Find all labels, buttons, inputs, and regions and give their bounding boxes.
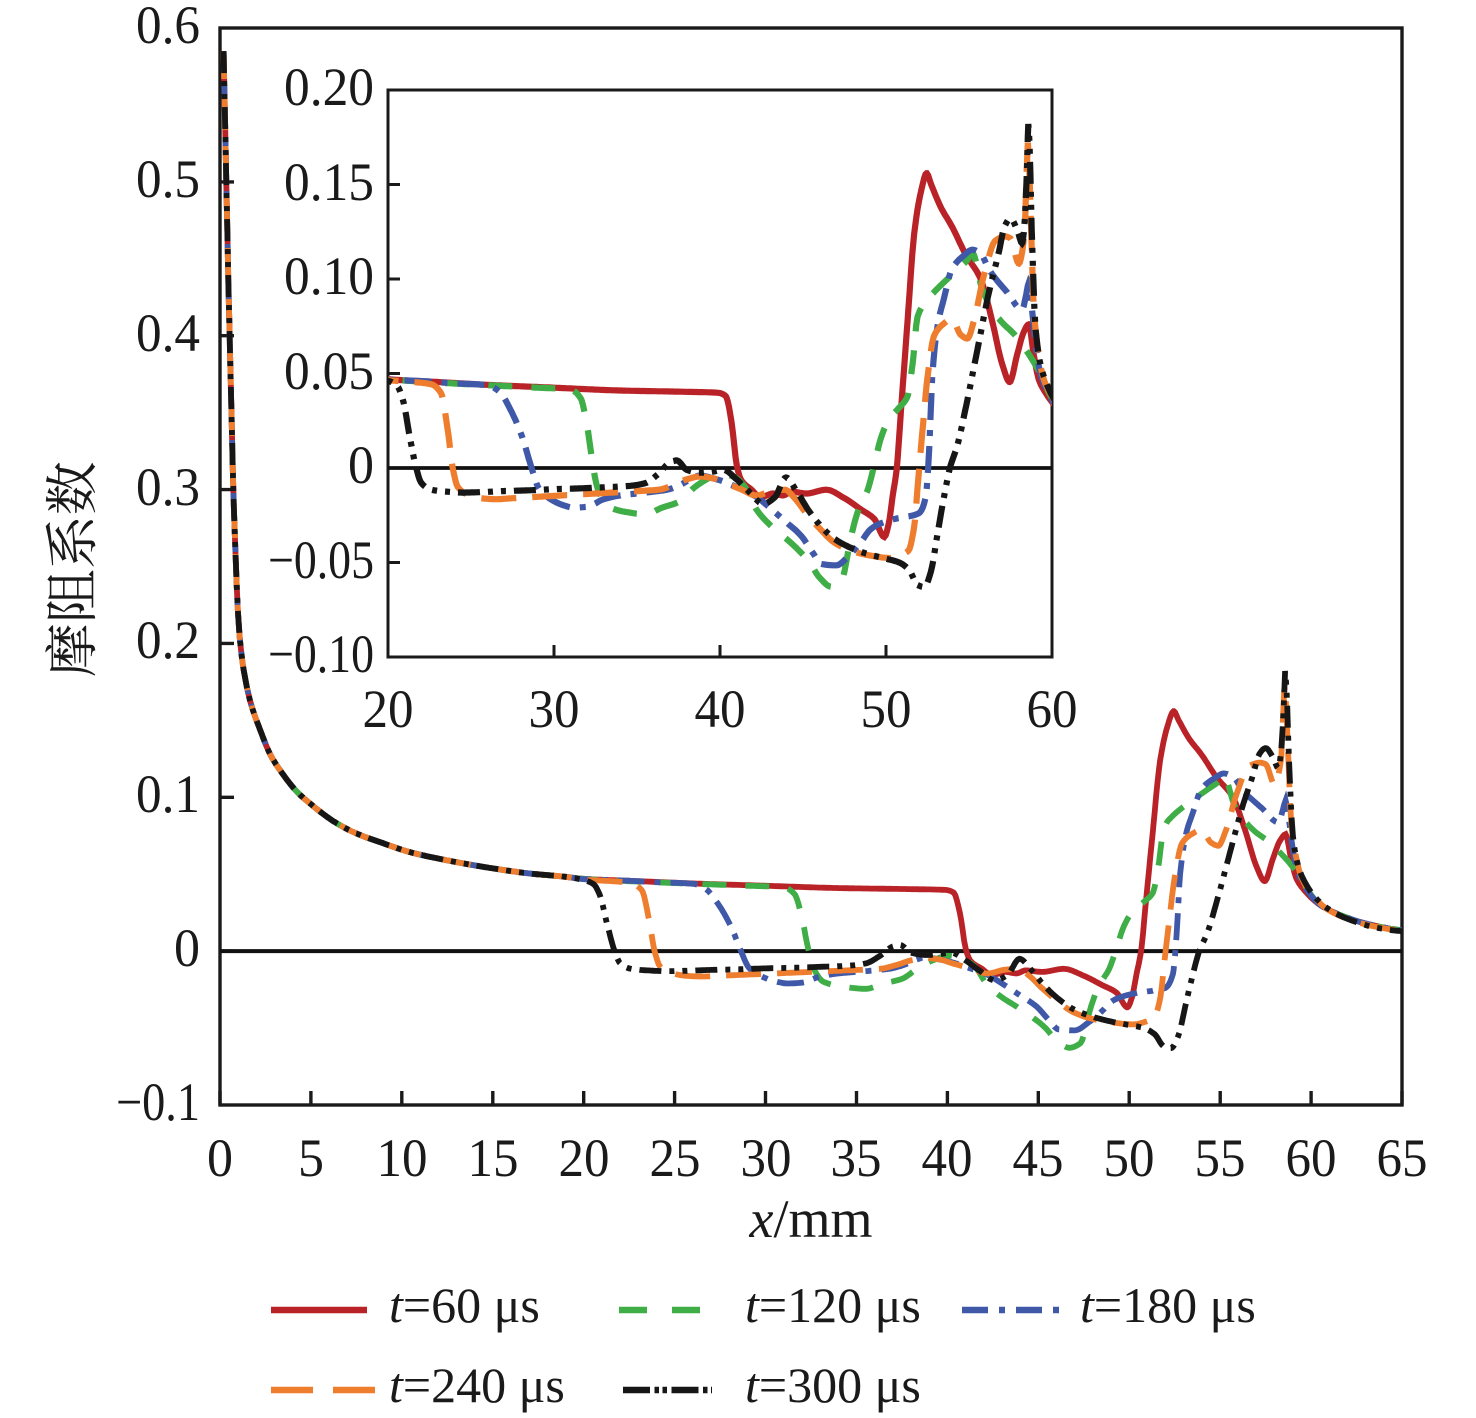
svg-text:−0.10: −0.10: [268, 624, 374, 684]
svg-text:60: 60: [1027, 679, 1078, 739]
svg-text:0: 0: [207, 1128, 233, 1188]
svg-text:t=60 μs: t=60 μs: [389, 1277, 540, 1333]
svg-text:30: 30: [741, 1128, 792, 1188]
svg-text:0.5: 0.5: [136, 149, 200, 209]
svg-text:45: 45: [1013, 1128, 1064, 1188]
svg-text:50: 50: [1104, 1128, 1155, 1188]
svg-text:−0.05: −0.05: [268, 530, 374, 590]
svg-text:0.6: 0.6: [136, 0, 200, 55]
svg-text:x/mm: x/mm: [749, 1189, 873, 1249]
svg-text:10: 10: [377, 1128, 428, 1188]
svg-text:0.3: 0.3: [136, 457, 200, 517]
svg-text:15: 15: [468, 1128, 519, 1188]
svg-text:0.2: 0.2: [136, 610, 200, 670]
svg-text:55: 55: [1195, 1128, 1246, 1188]
svg-text:0.4: 0.4: [136, 303, 200, 363]
svg-text:t=180 μs: t=180 μs: [1080, 1277, 1256, 1333]
svg-text:20: 20: [559, 1128, 610, 1188]
svg-text:0: 0: [348, 435, 374, 495]
svg-text:60: 60: [1286, 1128, 1337, 1188]
svg-text:30: 30: [529, 679, 580, 739]
svg-text:65: 65: [1377, 1128, 1428, 1188]
svg-text:t=120 μs: t=120 μs: [745, 1277, 921, 1333]
svg-text:−0.1: −0.1: [116, 1072, 200, 1132]
svg-text:35: 35: [831, 1128, 882, 1188]
svg-text:0.20: 0.20: [284, 57, 374, 117]
svg-text:0.10: 0.10: [284, 246, 374, 306]
svg-text:50: 50: [861, 679, 912, 739]
svg-text:25: 25: [650, 1128, 701, 1188]
svg-text:t=300 μs: t=300 μs: [745, 1357, 921, 1413]
svg-text:40: 40: [695, 679, 746, 739]
svg-text:t=240 μs: t=240 μs: [389, 1357, 565, 1413]
svg-text:0: 0: [174, 918, 200, 978]
svg-text:40: 40: [922, 1128, 973, 1188]
svg-text:20: 20: [363, 679, 414, 739]
svg-text:0.1: 0.1: [136, 764, 200, 824]
svg-text:0.15: 0.15: [284, 152, 374, 212]
svg-text:5: 5: [298, 1128, 324, 1188]
svg-text:0.05: 0.05: [284, 341, 374, 401]
